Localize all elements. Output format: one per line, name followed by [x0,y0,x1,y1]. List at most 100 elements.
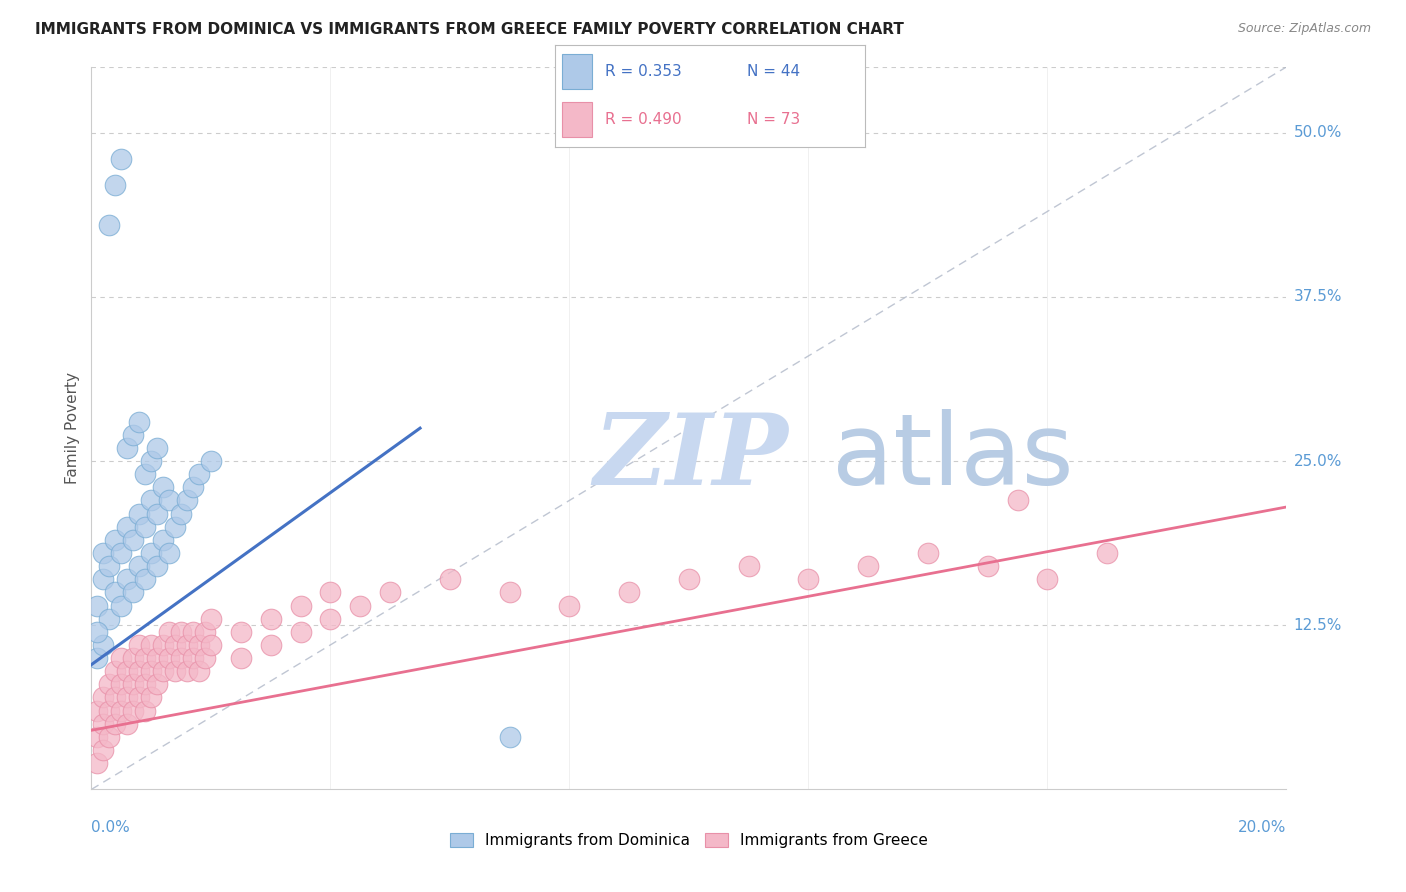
Point [115,690,138,705]
Point [157,493,180,508]
Point [104,664,127,678]
Point [141,664,163,678]
Point [152,638,174,652]
Point [93,572,115,586]
Point [98,677,121,691]
Point [170,651,193,665]
Point [115,519,138,533]
Point [115,664,138,678]
Point [176,493,198,508]
Text: IMMIGRANTS FROM DOMINICA VS IMMIGRANTS FROM GREECE FAMILY POVERTY CORRELATION CH: IMMIGRANTS FROM DOMINICA VS IMMIGRANTS F… [35,22,904,37]
Point [976,559,998,574]
Point [128,507,150,521]
Point [98,704,121,718]
Point [110,704,132,718]
Point [229,651,252,665]
Point [181,651,204,665]
Text: R = 0.490: R = 0.490 [605,112,682,127]
Point [141,493,163,508]
Point [86,704,108,718]
Point [157,546,180,560]
Point [128,559,150,574]
Point [170,624,193,639]
Point [98,612,121,626]
Point [290,599,312,613]
Point [104,690,127,705]
Point [122,651,145,665]
Point [319,585,342,599]
Point [797,572,820,586]
Point [128,690,150,705]
Point [128,664,150,678]
Point [152,664,174,678]
Point [163,638,186,652]
Point [86,756,108,771]
Point [115,441,138,455]
Point [93,716,115,731]
Point [188,638,211,652]
Y-axis label: Family Poverty: Family Poverty [65,372,80,484]
Text: ZIP: ZIP [593,409,789,505]
Point [163,664,186,678]
FancyBboxPatch shape [561,102,592,137]
Text: 0.0%: 0.0% [91,820,131,835]
Point [98,730,121,744]
Point [858,559,880,574]
Point [110,651,132,665]
Point [134,677,156,691]
Point [146,559,169,574]
Point [134,572,156,586]
Point [439,572,461,586]
Point [146,441,169,455]
Point [200,454,222,468]
Point [176,664,198,678]
Text: N = 44: N = 44 [747,63,800,78]
Point [737,559,759,574]
Point [290,624,312,639]
Point [86,599,108,613]
Point [146,507,169,521]
Point [141,690,163,705]
Point [93,546,115,560]
Point [86,651,108,665]
Point [93,743,115,757]
Text: R = 0.353: R = 0.353 [605,63,682,78]
Point [110,152,132,166]
Point [499,730,522,744]
Point [558,599,581,613]
Point [188,664,211,678]
Point [917,546,939,560]
Text: 50.0%: 50.0% [1294,125,1341,140]
Point [380,585,402,599]
Point [152,533,174,547]
Point [98,559,121,574]
Point [200,612,222,626]
Point [1097,546,1119,560]
Point [122,585,145,599]
Point [349,599,371,613]
Point [134,651,156,665]
Point [134,704,156,718]
Text: N = 73: N = 73 [747,112,800,127]
Point [93,690,115,705]
Point [259,638,281,652]
Point [1007,493,1029,508]
Point [110,546,132,560]
Point [98,218,121,232]
Text: 25.0%: 25.0% [1294,453,1341,468]
Point [146,651,169,665]
Point [181,480,204,494]
Legend: Immigrants from Dominica, Immigrants from Greece: Immigrants from Dominica, Immigrants fro… [444,827,934,854]
Point [110,677,132,691]
Point [141,454,163,468]
Point [104,716,127,731]
Point [499,585,522,599]
Text: atlas: atlas [832,409,1074,506]
Point [86,624,108,639]
Point [110,599,132,613]
Point [128,638,150,652]
Point [229,624,252,639]
Point [122,427,145,442]
Point [619,585,641,599]
Point [115,716,138,731]
